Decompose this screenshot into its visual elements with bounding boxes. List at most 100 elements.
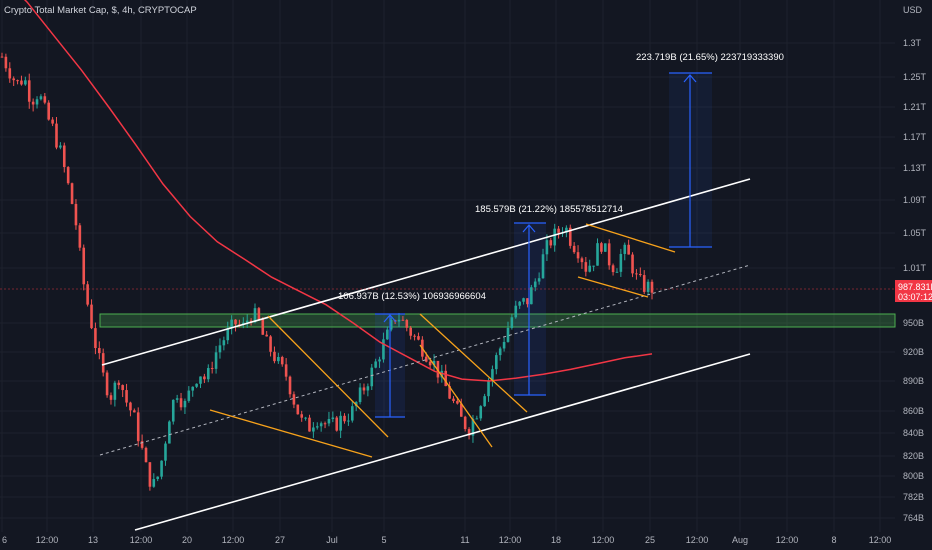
candle-body — [187, 390, 191, 401]
candle-body — [456, 401, 459, 404]
candle — [156, 476, 159, 482]
candle-body — [572, 245, 576, 253]
candle-body — [607, 243, 611, 266]
candle — [144, 446, 148, 463]
price-badge-countdown: 03:07:12 — [898, 292, 932, 302]
candle — [140, 434, 144, 450]
candle-body — [8, 68, 12, 79]
candle — [549, 237, 553, 249]
candle-body — [51, 119, 54, 124]
candle-body — [428, 361, 432, 366]
candle-body — [495, 355, 498, 370]
candle — [475, 415, 479, 420]
candle — [444, 364, 448, 387]
candle-body — [444, 370, 448, 387]
candle — [78, 223, 82, 251]
candle — [533, 278, 537, 292]
candle-body — [199, 376, 202, 384]
candle-body — [129, 402, 132, 411]
candle-body — [327, 419, 331, 424]
x-tick-label: 13 — [88, 535, 98, 545]
candle — [526, 298, 529, 308]
measure-arrows — [375, 72, 712, 418]
candle-body — [269, 336, 272, 352]
candle — [603, 243, 607, 252]
candle-body — [576, 252, 580, 259]
candle-body — [452, 398, 455, 402]
candle — [584, 256, 588, 277]
candle-body — [382, 339, 385, 360]
candle — [619, 248, 623, 277]
candle — [522, 297, 525, 305]
x-tick-label: Jul — [326, 535, 338, 545]
candle — [105, 370, 109, 398]
x-tick-label: 20 — [182, 535, 192, 545]
candle — [121, 384, 124, 398]
candle — [405, 318, 409, 332]
x-tick-label: 12:00 — [499, 535, 522, 545]
candle — [39, 94, 43, 101]
candle-body — [16, 80, 19, 82]
x-tick-label: 12:00 — [592, 535, 615, 545]
candle — [452, 396, 455, 404]
candle — [273, 346, 276, 364]
candle — [43, 92, 47, 105]
candle — [319, 421, 323, 432]
candle — [350, 401, 354, 423]
candle-body — [358, 387, 362, 403]
candle — [506, 321, 510, 343]
candle — [257, 306, 261, 321]
candle-body — [168, 421, 171, 444]
channel-midline — [99, 264, 751, 456]
candle-body — [522, 298, 525, 302]
candle-body — [86, 284, 89, 305]
candle — [101, 348, 105, 377]
candle-body — [273, 351, 276, 362]
candle-body — [584, 262, 588, 272]
candle — [459, 398, 463, 417]
wedge-1-upper — [267, 315, 389, 438]
candle — [94, 322, 97, 355]
y-tick-label: 1.25T — [903, 72, 927, 82]
candle-body — [405, 320, 409, 328]
y-tick-label: 1.21T — [903, 102, 927, 112]
candle — [35, 96, 39, 109]
y-tick-label: 1.05T — [903, 228, 927, 238]
candle — [269, 335, 272, 357]
candle-body — [136, 412, 140, 442]
measure-3-arrowhead — [683, 74, 697, 83]
candle-body — [635, 273, 638, 275]
candle — [588, 259, 592, 273]
candle-body — [557, 228, 560, 233]
candle — [191, 386, 195, 397]
candle — [210, 361, 214, 374]
candle-body — [518, 301, 521, 306]
axis-currency-label: USD — [903, 5, 923, 15]
candle-body — [526, 298, 529, 305]
candle — [308, 414, 311, 432]
candle-body — [265, 334, 268, 337]
candle-body — [619, 253, 623, 272]
candle — [55, 116, 58, 150]
candle — [74, 199, 78, 230]
candle — [152, 473, 156, 488]
candle — [218, 338, 222, 359]
candle — [642, 270, 646, 295]
candle-body — [315, 426, 319, 428]
x-tick-label: 12:00 — [686, 535, 709, 545]
candle-body — [537, 278, 541, 282]
candle-body — [436, 360, 440, 378]
candle-body — [39, 96, 43, 100]
candle — [498, 346, 502, 361]
candle-body — [366, 386, 370, 391]
candle — [514, 300, 518, 319]
candle-body — [502, 341, 506, 349]
candle-body — [343, 415, 346, 422]
candle — [646, 279, 650, 295]
x-tick-label: 5 — [381, 535, 386, 545]
candle — [117, 380, 121, 390]
candle — [417, 332, 420, 341]
candle-body — [191, 386, 195, 391]
candle — [27, 73, 31, 109]
